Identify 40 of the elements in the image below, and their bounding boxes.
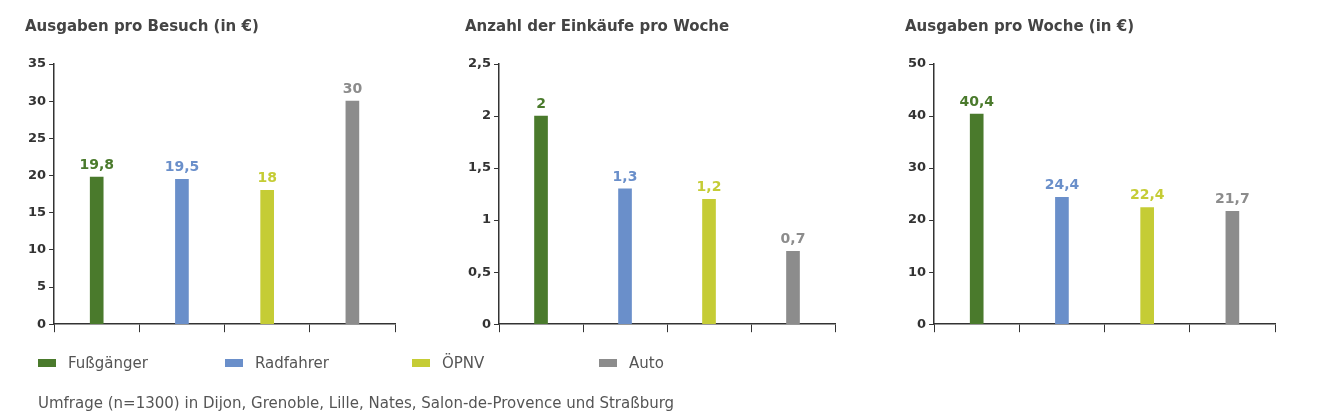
data-label: 40,4	[959, 92, 995, 109]
data-label: 0,7	[780, 229, 806, 246]
y-tick-label: 30	[28, 92, 47, 108]
y-tick-label: 20	[28, 166, 47, 182]
y-tick-label: 35	[28, 55, 47, 71]
y-tick-label: 10	[28, 241, 47, 257]
data-label: 2	[536, 94, 546, 111]
data-label: 22,4	[1129, 186, 1165, 203]
y-tick-label: 0	[481, 315, 492, 331]
text: Umfrage (n=1300) in Dijon, Grenoble, Lille, Nates, Salon-de-Provence und Straßburg	[38, 394, 675, 412]
legend-label: Fußgänger	[68, 354, 148, 372]
y-tick-label: 1,5	[468, 159, 492, 175]
y-tick-label: 10	[908, 263, 927, 279]
y-tick-label: 30	[908, 159, 927, 175]
y-tick-label: 5	[37, 278, 47, 294]
y-tick-label: 20	[908, 211, 927, 227]
chart-title: Ausgaben pro Woche (in €)	[905, 16, 1135, 35]
chart-title: Anzahl der Einkäufe pro Woche	[465, 16, 730, 35]
data-label: 18	[257, 169, 277, 186]
y-tick-label: 0	[917, 315, 927, 331]
y-tick-label: 1	[481, 211, 492, 227]
chart-title: Ausgaben pro Besuch (in €)	[25, 16, 259, 35]
y-tick-label: 25	[28, 129, 47, 145]
y-tick-label: 2,5	[468, 55, 492, 71]
y-tick-label: 50	[908, 55, 927, 71]
legend-label: Auto	[629, 354, 664, 372]
y-tick-label: 0	[37, 315, 47, 331]
data-label: 19,8	[79, 155, 114, 172]
y-tick-label: 40	[908, 107, 927, 123]
data-label: 30	[342, 79, 363, 96]
y-tick-label: 15	[28, 204, 47, 220]
data-label: 21,7	[1215, 189, 1250, 206]
legend-label: ÖPNV	[442, 354, 485, 372]
data-label: 19,5	[164, 157, 200, 174]
y-tick-label: 0,5	[468, 263, 492, 279]
data-label: 24,4	[1044, 175, 1080, 192]
legend-label: Radfahrer	[255, 354, 330, 372]
data-label: 1,3	[612, 167, 638, 184]
data-label: 1,2	[696, 177, 722, 194]
y-tick-label: 2	[481, 107, 492, 123]
